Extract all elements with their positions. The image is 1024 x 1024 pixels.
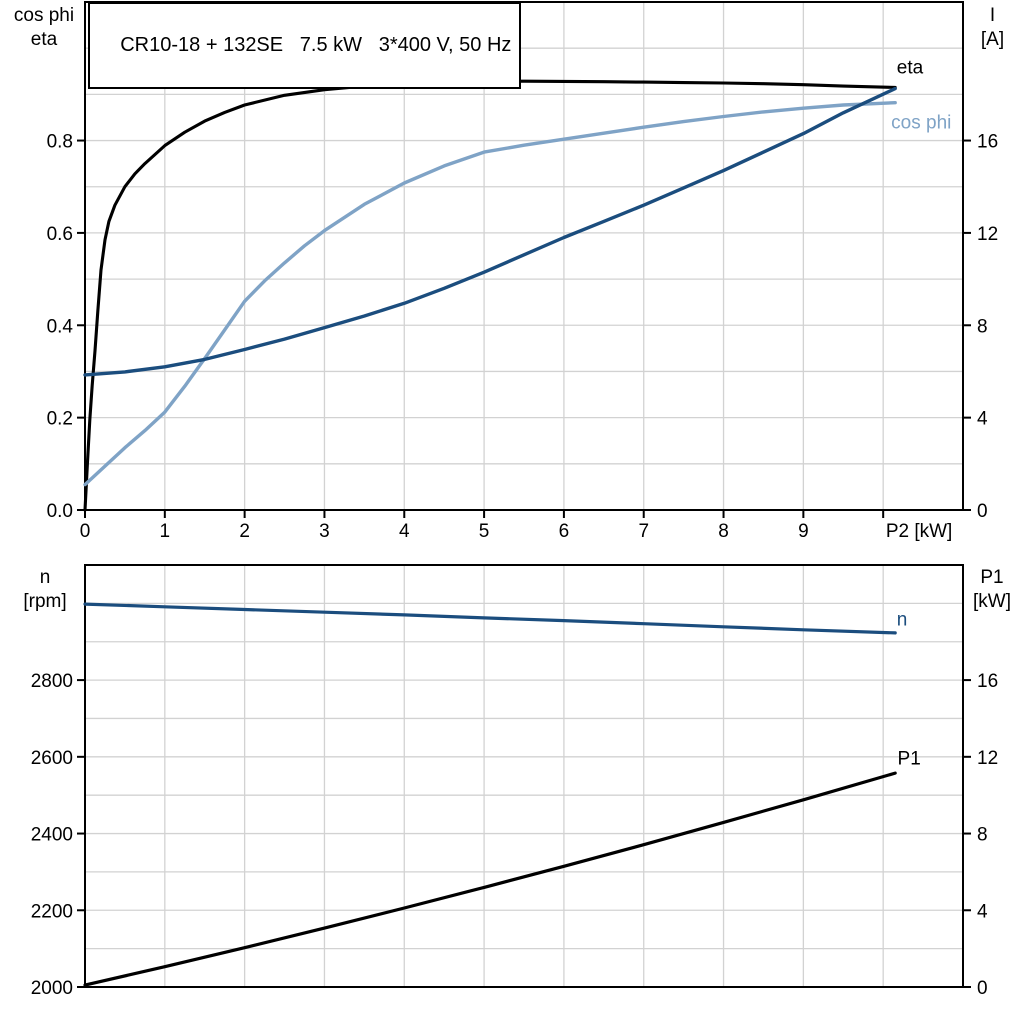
curve-label-P1: P1 [898, 748, 921, 769]
curve-label-n: n [897, 610, 908, 631]
axis-title-line: P1 [980, 567, 1004, 588]
right-axis-tick-label: 0 [977, 501, 988, 522]
axis-title-line: I [989, 5, 996, 26]
right-axis-tick-label: 16 [977, 671, 998, 692]
axis-title-line: eta [30, 29, 58, 50]
bottom-chart-left-axis-title: n [rpm] [0, 566, 90, 614]
x-tick-label: 9 [798, 521, 809, 542]
left-axis-tick-label: 2600 [31, 748, 73, 769]
series-curve-P1 [83, 771, 897, 987]
right-axis-tick-label: 16 [977, 132, 998, 153]
left-axis-tick-label: 2800 [31, 671, 73, 692]
x-tick-label: 1 [160, 521, 171, 542]
plot-frame [84, 1, 964, 511]
series-curve-cos-phi [83, 101, 897, 487]
left-axis-tick-label: 0.8 [47, 132, 73, 153]
curve-label-cos-phi: cos phi [891, 113, 951, 134]
right-axis-tick-label: 0 [977, 978, 988, 999]
series-curve-I [83, 86, 897, 377]
x-tick-label: 8 [718, 521, 729, 542]
x-tick-label: 5 [479, 521, 490, 542]
right-axis-tick-label: 8 [977, 316, 988, 337]
x-tick-label: 6 [559, 521, 570, 542]
chart-title: CR10-18 + 132SE 7.5 kW 3*400 V, 50 Hz [120, 34, 512, 56]
x-tick-label: 0 [80, 521, 91, 542]
right-axis-tick-label: 4 [977, 901, 988, 922]
right-axis-tick-label: 4 [977, 409, 988, 430]
right-axis-tick-label: 12 [977, 224, 998, 245]
bottom-chart-right-axis-title: P1 [kW] [960, 566, 1024, 614]
right-axis-tick-label: 8 [977, 825, 988, 846]
series-curve-n [83, 602, 897, 635]
top-chart-left-axis-title: cos phi eta [0, 4, 88, 52]
x-axis-unit-label: P2 [kW] [886, 521, 953, 542]
speed-power-chart: 2000 2200 2400 2600 2800 0 4 8 12 16 n P1 [31, 564, 998, 999]
right-axis-tick-label: 12 [977, 748, 998, 769]
x-tick-label: 2 [239, 521, 250, 542]
axis-title-line: cos phi [13, 5, 75, 26]
efficiency-cosphi-current-chart: 0 1 2 3 4 5 6 7 8 9 P2 [kW]0.00.20.40.60.80481216e… [47, 1, 998, 542]
left-axis-tick-label: 0.0 [47, 501, 73, 522]
left-axis-tick-label: 0.6 [47, 224, 73, 245]
left-axis-tick-label: 0.2 [47, 409, 73, 430]
x-tick-label: 4 [399, 521, 410, 542]
left-axis-tick-label: 0.4 [47, 316, 74, 337]
axis-title-line: n [39, 567, 51, 588]
x-tick-label: 7 [638, 521, 649, 542]
series-curve-eta [83, 79, 897, 512]
plot-frame [84, 564, 964, 988]
chart-title-box: CR10-18 + 132SE 7.5 kW 3*400 V, 50 Hz [88, 2, 522, 89]
axis-title-line: [A] [980, 29, 1005, 50]
left-axis-tick-label: 2000 [31, 978, 73, 999]
axis-title-line: [rpm] [23, 591, 67, 612]
axis-title-line: [kW] [973, 591, 1011, 612]
x-tick-label: 3 [319, 521, 330, 542]
left-axis-tick-label: 2400 [31, 825, 73, 846]
top-chart-right-axis-title: I [A] [961, 4, 1024, 52]
left-axis-tick-label: 2200 [31, 901, 73, 922]
curve-label-eta: eta [897, 58, 924, 79]
